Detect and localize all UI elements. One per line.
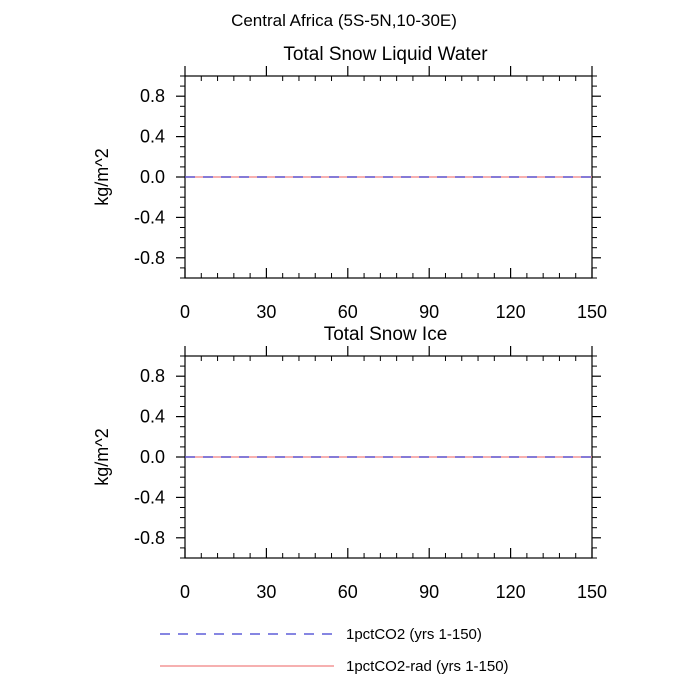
panels: Total Snow Liquid Water kg/m^2 0 30 60 90 120 1… (92, 44, 607, 602)
panel-2: Total Snow Ice kg/m^2 0 30 60 90 120 150 0.8 0.4 0… (92, 324, 607, 602)
y-tick-label: -0.8 (134, 248, 165, 268)
y-tick-label: 0.0 (140, 167, 165, 187)
x-tick-label: 30 (256, 302, 276, 322)
y-tick-label: -0.8 (134, 528, 165, 548)
x-tick-label: 90 (419, 302, 439, 322)
y-tick-label: 0.0 (140, 447, 165, 467)
x-tick-label: 0 (180, 302, 190, 322)
x-tick-label: 90 (419, 582, 439, 602)
legend-label: 1pctCO2-rad (yrs 1-150) (346, 658, 509, 675)
y-tick-label: 0.4 (140, 127, 165, 147)
legend-item-1: 1pctCO2 (yrs 1-150) (160, 626, 482, 643)
panel-title: Total Snow Ice (324, 324, 448, 345)
legend: 1pctCO2 (yrs 1-150) 1pctCO2-rad (yrs 1-15… (160, 626, 509, 675)
y-tick-label: -0.4 (134, 207, 165, 227)
x-tick-label: 150 (577, 582, 607, 602)
panel-1: Total Snow Liquid Water kg/m^2 0 30 60 90 120 1… (92, 44, 607, 322)
y-axis-label: kg/m^2 (92, 428, 112, 485)
y-axis-label: kg/m^2 (92, 148, 112, 205)
y-tick-label: 0.8 (140, 86, 165, 106)
x-tick-label: 120 (496, 582, 526, 602)
x-tick-label: 60 (338, 302, 358, 322)
x-tick-label: 30 (256, 582, 276, 602)
legend-label: 1pctCO2 (yrs 1-150) (346, 626, 482, 643)
x-tick-label: 150 (577, 302, 607, 322)
legend-item-2: 1pctCO2-rad (yrs 1-150) (160, 658, 509, 675)
panel-title: Total Snow Liquid Water (283, 44, 488, 65)
x-tick-label: 120 (496, 302, 526, 322)
figure-title: Central Africa (5S-5N,10-30E) (231, 11, 457, 30)
y-tick-label: -0.4 (134, 487, 165, 507)
x-tick-label: 0 (180, 582, 190, 602)
y-tick-label: 0.4 (140, 407, 165, 427)
y-tick-label: 0.8 (140, 366, 165, 386)
x-tick-label: 60 (338, 582, 358, 602)
